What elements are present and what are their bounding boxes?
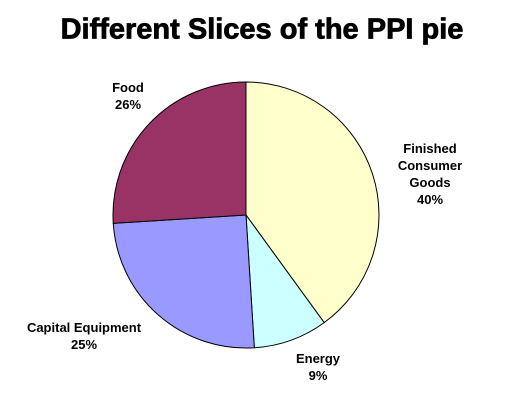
slice-category: Capital Equipment [26,320,142,335]
slice-category: Finished Consumer Goods [397,141,463,190]
slice-percent: 26% [114,97,142,112]
chart-title: Different Slices of the PPI pie [61,14,464,46]
pie-slice [245,81,380,324]
slice-label: Finished Consumer Goods 40% [378,140,482,208]
slice-percent: 25% [70,337,98,352]
slice-category: Food [112,80,144,95]
slice-label: Food 26% [78,79,178,113]
slice-percent: 40% [416,192,444,207]
slice-label: Energy 9% [268,350,368,384]
slice-percent: 9% [308,368,328,383]
slice-category: Energy [295,351,341,366]
pie-slice [112,214,255,349]
pie-slice [112,81,247,224]
slice-label: Capital Equipment 25% [4,319,164,353]
